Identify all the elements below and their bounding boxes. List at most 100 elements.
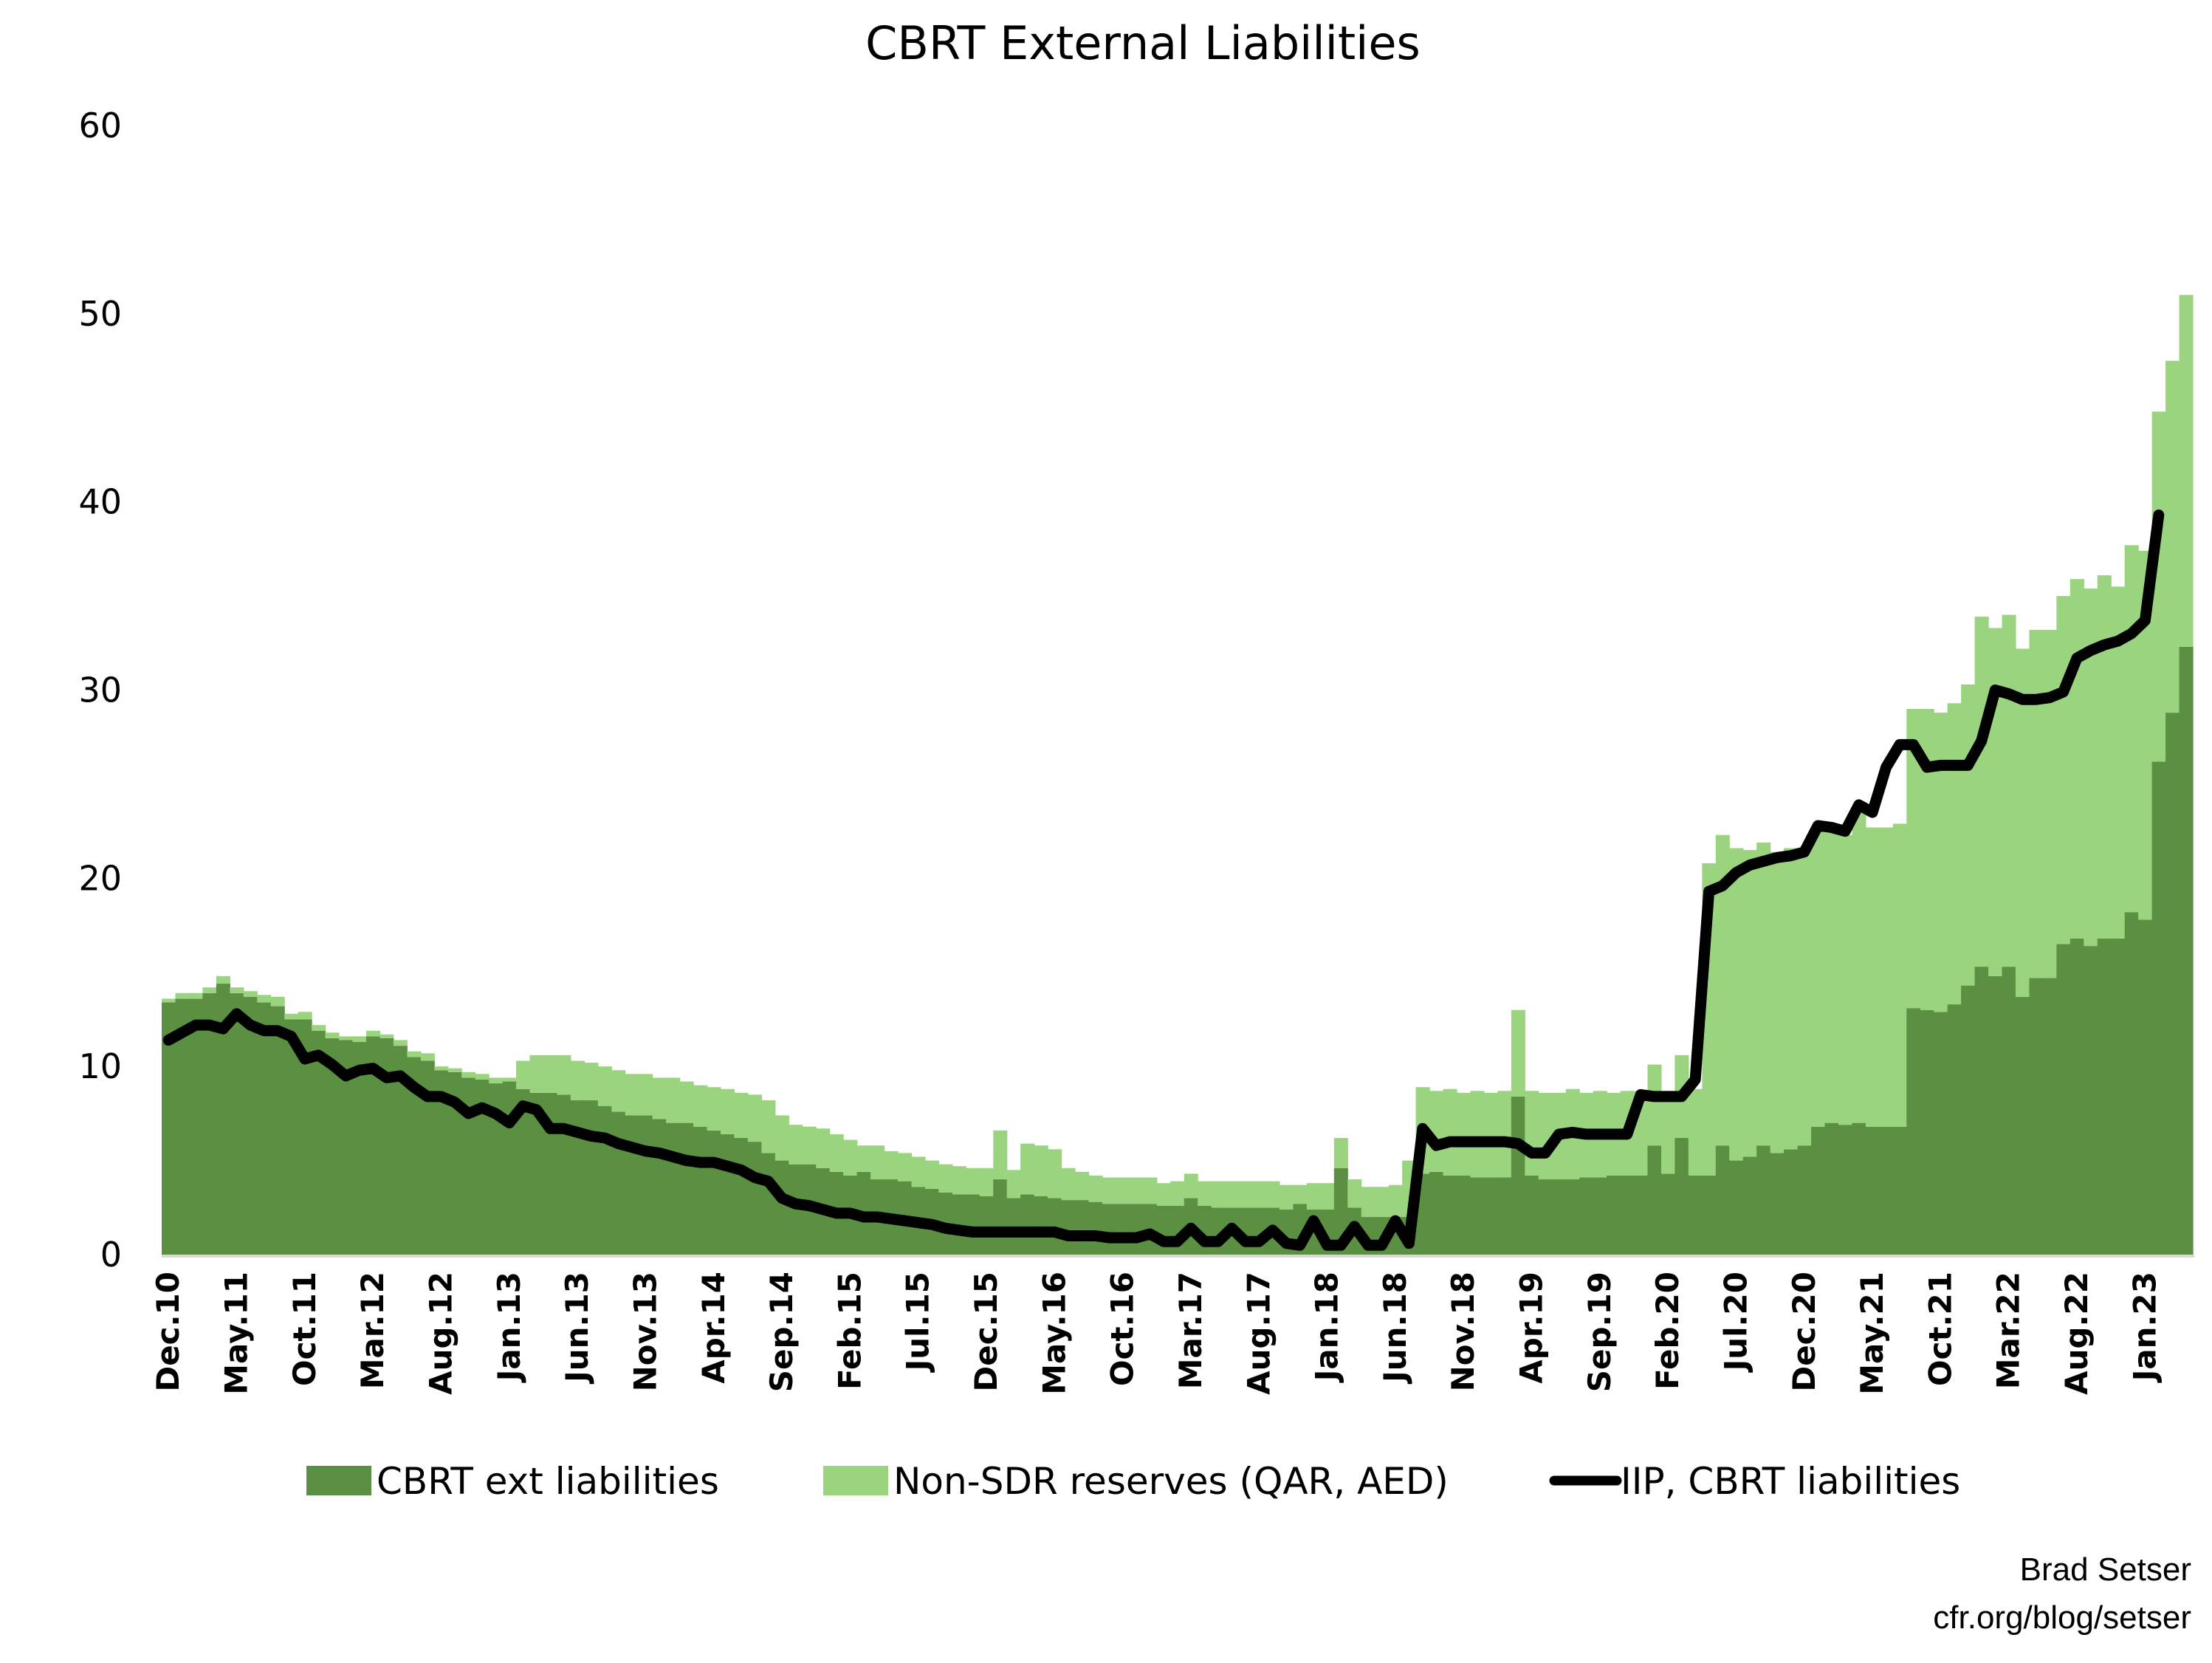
bar-cbrt-ext-liabilities xyxy=(1920,1009,1934,1255)
bar-cbrt-ext-liabilities xyxy=(325,1038,340,1255)
y-tick-label: 20 xyxy=(78,858,122,898)
bar-cbrt-ext-liabilities xyxy=(216,984,230,1255)
x-tick-label: Mar.12 xyxy=(354,1272,391,1389)
bar-cbrt-ext-liabilities xyxy=(243,996,258,1255)
bar-cbrt-ext-liabilities xyxy=(557,1094,571,1255)
bar-non-sdr-reserves xyxy=(584,1063,599,1101)
x-tick-label: Dec.10 xyxy=(150,1272,186,1392)
bar-cbrt-ext-liabilities xyxy=(1634,1175,1649,1255)
bar-cbrt-ext-liabilities xyxy=(1552,1179,1567,1255)
bar-non-sdr-reserves xyxy=(2015,648,2030,997)
bar-cbrt-ext-liabilities xyxy=(1593,1177,1607,1255)
bar-cbrt-ext-liabilities xyxy=(584,1100,599,1255)
bar-cbrt-ext-liabilities xyxy=(1797,1145,1812,1255)
bar-cbrt-ext-liabilities xyxy=(1852,1122,1866,1255)
x-tick-label: Dec.15 xyxy=(968,1272,1004,1392)
y-tick-label: 40 xyxy=(78,482,122,522)
bar-non-sdr-reserves xyxy=(1306,1183,1321,1210)
x-tick-label: May.11 xyxy=(219,1272,255,1395)
bar-cbrt-ext-liabilities xyxy=(2042,978,2057,1255)
bar-cbrt-ext-liabilities xyxy=(1824,1122,1839,1255)
bar-non-sdr-reserves xyxy=(1388,1184,1403,1218)
bar-cbrt-ext-liabilities xyxy=(2015,996,2030,1255)
bar-cbrt-ext-liabilities xyxy=(175,998,190,1255)
line-iip-cbrt-liabilities xyxy=(162,510,2165,1251)
x-tick-label: Oct.11 xyxy=(286,1272,323,1386)
bar-cbrt-ext-liabilities xyxy=(1497,1177,1512,1255)
bar-cbrt-ext-liabilities xyxy=(1811,1126,1826,1255)
bar-cbrt-ext-liabilities xyxy=(529,1092,544,1255)
x-tick-label: Aug.22 xyxy=(2058,1272,2095,1395)
bar-non-sdr-reserves xyxy=(761,1100,776,1153)
bar-non-sdr-reserves xyxy=(162,998,176,1003)
bar-cbrt-ext-liabilities xyxy=(774,1160,789,1255)
bar-non-sdr-reserves xyxy=(938,1164,953,1193)
bar-cbrt-ext-liabilities xyxy=(1838,1125,1853,1255)
legend-item-iip-cbrt-liabilities: IIP, CBRT liabilities xyxy=(1549,1460,1960,1503)
bar-cbrt-ext-liabilities xyxy=(2002,967,2016,1255)
bar-non-sdr-reserves xyxy=(1443,1088,1457,1176)
x-tick-label: Mar.22 xyxy=(1991,1272,2027,1389)
bar-non-sdr-reserves xyxy=(175,992,190,999)
bar-non-sdr-reserves xyxy=(952,1166,966,1195)
bar-non-sdr-reserves xyxy=(1770,851,1785,1153)
bar-cbrt-ext-liabilities xyxy=(2029,978,2044,1255)
bar-non-sdr-reserves xyxy=(393,1040,408,1046)
bar-non-sdr-reserves xyxy=(2124,545,2139,913)
legend-swatch-dark-green xyxy=(306,1466,371,1495)
bar-non-sdr-reserves xyxy=(1811,831,1826,1127)
bar-non-sdr-reserves xyxy=(1170,1181,1185,1206)
bar-non-sdr-reserves xyxy=(2097,575,2112,939)
chart-title: CBRT External Liabilities xyxy=(865,16,1421,70)
bar-cbrt-ext-liabilities xyxy=(789,1164,803,1255)
bar-cbrt-ext-liabilities xyxy=(202,992,217,1255)
bar-non-sdr-reserves xyxy=(1483,1092,1498,1178)
bar-non-sdr-reserves xyxy=(2151,411,2166,762)
bar-cbrt-ext-liabilities xyxy=(1675,1138,1689,1255)
bar-cbrt-ext-liabilities xyxy=(2165,713,2180,1255)
bar-cbrt-ext-liabilities xyxy=(162,1002,176,1255)
bar-cbrt-ext-liabilities xyxy=(761,1153,776,1255)
bar-non-sdr-reserves xyxy=(1429,1091,1444,1172)
bar-cbrt-ext-liabilities xyxy=(597,1105,612,1255)
bar-cbrt-ext-liabilities xyxy=(447,1071,462,1255)
bar-cbrt-ext-liabilities xyxy=(1470,1177,1485,1255)
bar-cbrt-ext-liabilities xyxy=(257,1002,272,1255)
y-tick-label: 10 xyxy=(78,1046,122,1086)
bar-cbrt-ext-liabilities xyxy=(747,1142,762,1255)
bar-non-sdr-reserves xyxy=(516,1060,531,1089)
bar-non-sdr-reserves xyxy=(1892,823,1907,1127)
bar-cbrt-ext-liabilities xyxy=(1607,1175,1621,1255)
bar-non-sdr-reserves xyxy=(1265,1181,1280,1208)
bar-non-sdr-reserves xyxy=(1525,1091,1539,1176)
bar-non-sdr-reserves xyxy=(1852,812,1866,1123)
bar-cbrt-ext-liabilities xyxy=(1688,1175,1703,1255)
bar-non-sdr-reserves xyxy=(911,1156,926,1187)
bar-cbrt-ext-liabilities xyxy=(1483,1177,1498,1255)
bar-non-sdr-reserves xyxy=(298,1012,312,1020)
bar-non-sdr-reserves xyxy=(1075,1171,1090,1201)
bar-cbrt-ext-liabilities xyxy=(1947,1004,1962,1255)
bar-non-sdr-reserves xyxy=(1184,1173,1198,1199)
bar-non-sdr-reserves xyxy=(884,1151,899,1180)
bar-cbrt-ext-liabilities xyxy=(2097,938,2112,1255)
bar-cbrt-ext-liabilities xyxy=(339,1040,354,1255)
bar-non-sdr-reserves xyxy=(529,1055,544,1093)
bar-non-sdr-reserves xyxy=(461,1071,476,1078)
bar-non-sdr-reserves xyxy=(2029,629,2044,978)
bar-cbrt-ext-liabilities xyxy=(2151,761,2166,1255)
bar-non-sdr-reserves xyxy=(1320,1183,1335,1210)
bar-non-sdr-reserves xyxy=(1784,848,1799,1150)
bar-non-sdr-reserves xyxy=(1824,831,1839,1123)
x-tick-label: Jun.18 xyxy=(1377,1272,1413,1385)
bar-non-sdr-reserves xyxy=(1102,1177,1117,1204)
bar-non-sdr-reserves xyxy=(1211,1181,1226,1208)
bar-non-sdr-reserves xyxy=(1742,850,1757,1157)
bar-non-sdr-reserves xyxy=(1143,1177,1158,1204)
bar-non-sdr-reserves xyxy=(870,1145,885,1180)
bar-non-sdr-reserves xyxy=(597,1066,612,1106)
bar-cbrt-ext-liabilities xyxy=(284,1019,299,1255)
line-series xyxy=(162,510,2165,1251)
bar-non-sdr-reserves xyxy=(789,1125,803,1165)
